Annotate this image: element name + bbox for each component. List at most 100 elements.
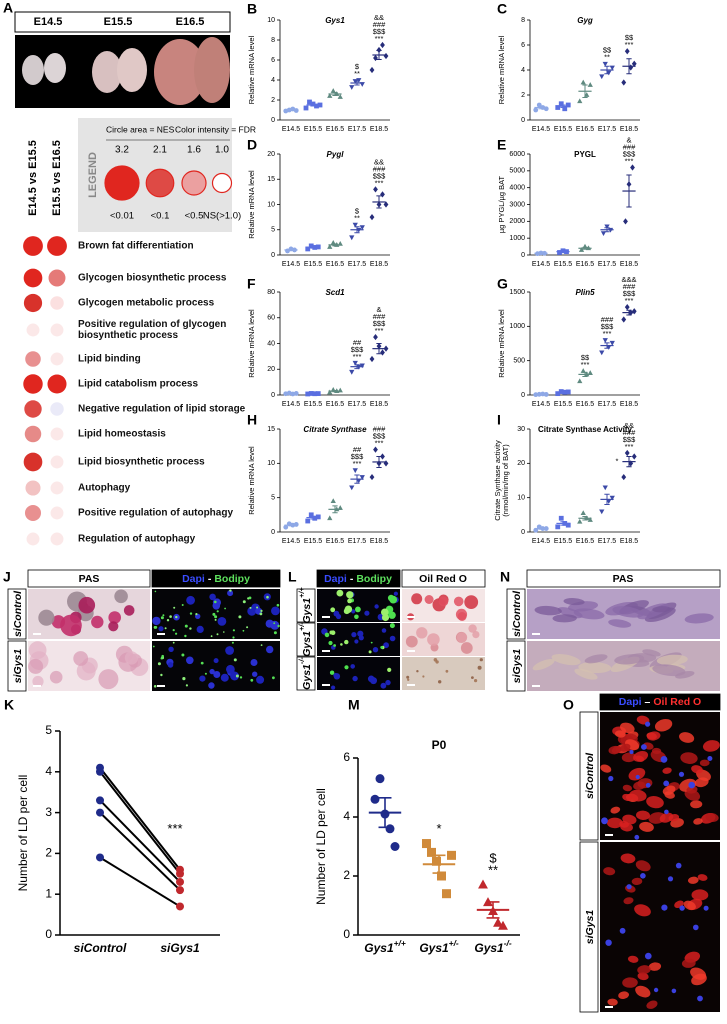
- y-tick-label: 500: [513, 358, 525, 365]
- y-axis-label: (nmol/min/mg of BAT): [501, 444, 510, 517]
- chart-title: Gys1: [325, 16, 345, 25]
- error-bar: [288, 110, 293, 111]
- go-term: Negative regulation of lipid storage: [78, 404, 246, 415]
- point: [623, 218, 628, 224]
- x-tick-label: E18.5: [370, 538, 388, 545]
- label-superscript: +/-: [449, 938, 459, 948]
- go-circle: [27, 533, 40, 546]
- cell: [388, 595, 394, 601]
- text-part: Dapi: [182, 573, 205, 585]
- panel-letter: H: [247, 412, 257, 428]
- pair-line: [100, 768, 180, 870]
- y-tick-label: 5: [45, 723, 52, 737]
- cell: [345, 606, 352, 613]
- y-tick-label: 6: [271, 57, 275, 64]
- point: [581, 510, 586, 515]
- point: [96, 768, 104, 776]
- cell: [381, 683, 387, 689]
- y-tick-label: 8: [271, 37, 275, 44]
- y-tick-label: 6: [521, 42, 525, 49]
- point: [384, 53, 389, 59]
- cell: [271, 607, 280, 616]
- point: [353, 468, 358, 473]
- point: [533, 108, 538, 113]
- y-tick-label: 3: [45, 805, 52, 819]
- cell: [50, 671, 63, 684]
- y-tick-label: 4: [521, 67, 525, 74]
- cell: [199, 676, 205, 682]
- comparison-label: E15.5 vs E16.5: [51, 140, 63, 216]
- point: [380, 191, 385, 197]
- cell: [373, 647, 378, 652]
- point: [371, 795, 380, 804]
- y-tick-label: 0: [271, 529, 275, 536]
- cell: [260, 613, 263, 616]
- chart-title: P0: [432, 738, 447, 752]
- go-term: Glycogen biosynthetic process: [78, 273, 246, 284]
- stage-label: E16.5: [176, 16, 205, 28]
- y-tick-label: 30: [517, 426, 525, 433]
- chart-title: Citrate Synthase: [303, 425, 367, 434]
- cell: [195, 613, 197, 615]
- cell: [346, 591, 353, 598]
- significance-label: ***: [581, 360, 590, 369]
- point: [603, 485, 608, 490]
- y-tick-label: 1000: [509, 235, 525, 242]
- cell: [661, 905, 667, 911]
- y-tick-label: 10: [517, 495, 525, 502]
- cell: [153, 646, 155, 648]
- text-part: Bodipy: [356, 573, 392, 585]
- point: [603, 338, 608, 343]
- label-superscript: -/-: [504, 938, 512, 948]
- scale-bar: [605, 1006, 613, 1008]
- significance-label: ***: [375, 34, 384, 43]
- cell: [162, 614, 164, 616]
- point: [349, 85, 354, 90]
- cell: [672, 989, 677, 994]
- point: [349, 370, 354, 375]
- y-tick-label: 0: [521, 529, 525, 536]
- cell: [601, 817, 608, 824]
- significance-label: ***: [625, 296, 634, 305]
- significance-label: ***: [375, 439, 384, 448]
- y-tick-label: 10: [267, 17, 275, 24]
- label-text: Gys1: [301, 664, 313, 690]
- legend-fdr-label: <0.01: [110, 211, 134, 222]
- cell: [246, 626, 248, 628]
- cell: [416, 670, 418, 672]
- legend-note: Circle area = NES: [106, 124, 175, 134]
- go-circle: [50, 296, 63, 309]
- cell: [223, 631, 225, 633]
- cell: [243, 630, 245, 632]
- cell: [374, 604, 378, 608]
- x-tick-label: E16.5: [576, 401, 594, 408]
- point: [391, 842, 400, 851]
- cell: [354, 615, 359, 620]
- legend-fdr-label: <0.5: [185, 211, 204, 222]
- x-tick-label: Gys1+/+: [364, 938, 406, 955]
- y-tick-label: 3000: [509, 201, 525, 208]
- cell: [186, 684, 188, 686]
- chart-title: Gyg: [577, 16, 593, 25]
- panel-letter: F: [247, 276, 256, 292]
- text-part: –: [645, 696, 651, 708]
- point: [96, 809, 104, 817]
- go-term: Lipid catabolism process: [78, 379, 246, 390]
- legend-title: LEGEND: [87, 152, 99, 198]
- cell: [232, 636, 234, 638]
- panel-letter: K: [4, 697, 14, 713]
- cell: [668, 876, 673, 881]
- cell: [160, 674, 162, 676]
- significance-label: ***: [353, 352, 362, 361]
- point: [376, 774, 385, 783]
- y-tick-label: 6: [343, 750, 350, 764]
- text-part: Dapi: [619, 696, 642, 708]
- x-tick-label: siGys1: [160, 941, 200, 955]
- cell: [471, 676, 474, 679]
- micrograph: [600, 842, 720, 1012]
- y-tick-label: 0: [271, 252, 275, 259]
- cell: [333, 644, 336, 647]
- cell: [330, 671, 334, 675]
- cell: [654, 988, 658, 992]
- significance-label: ***: [353, 459, 362, 468]
